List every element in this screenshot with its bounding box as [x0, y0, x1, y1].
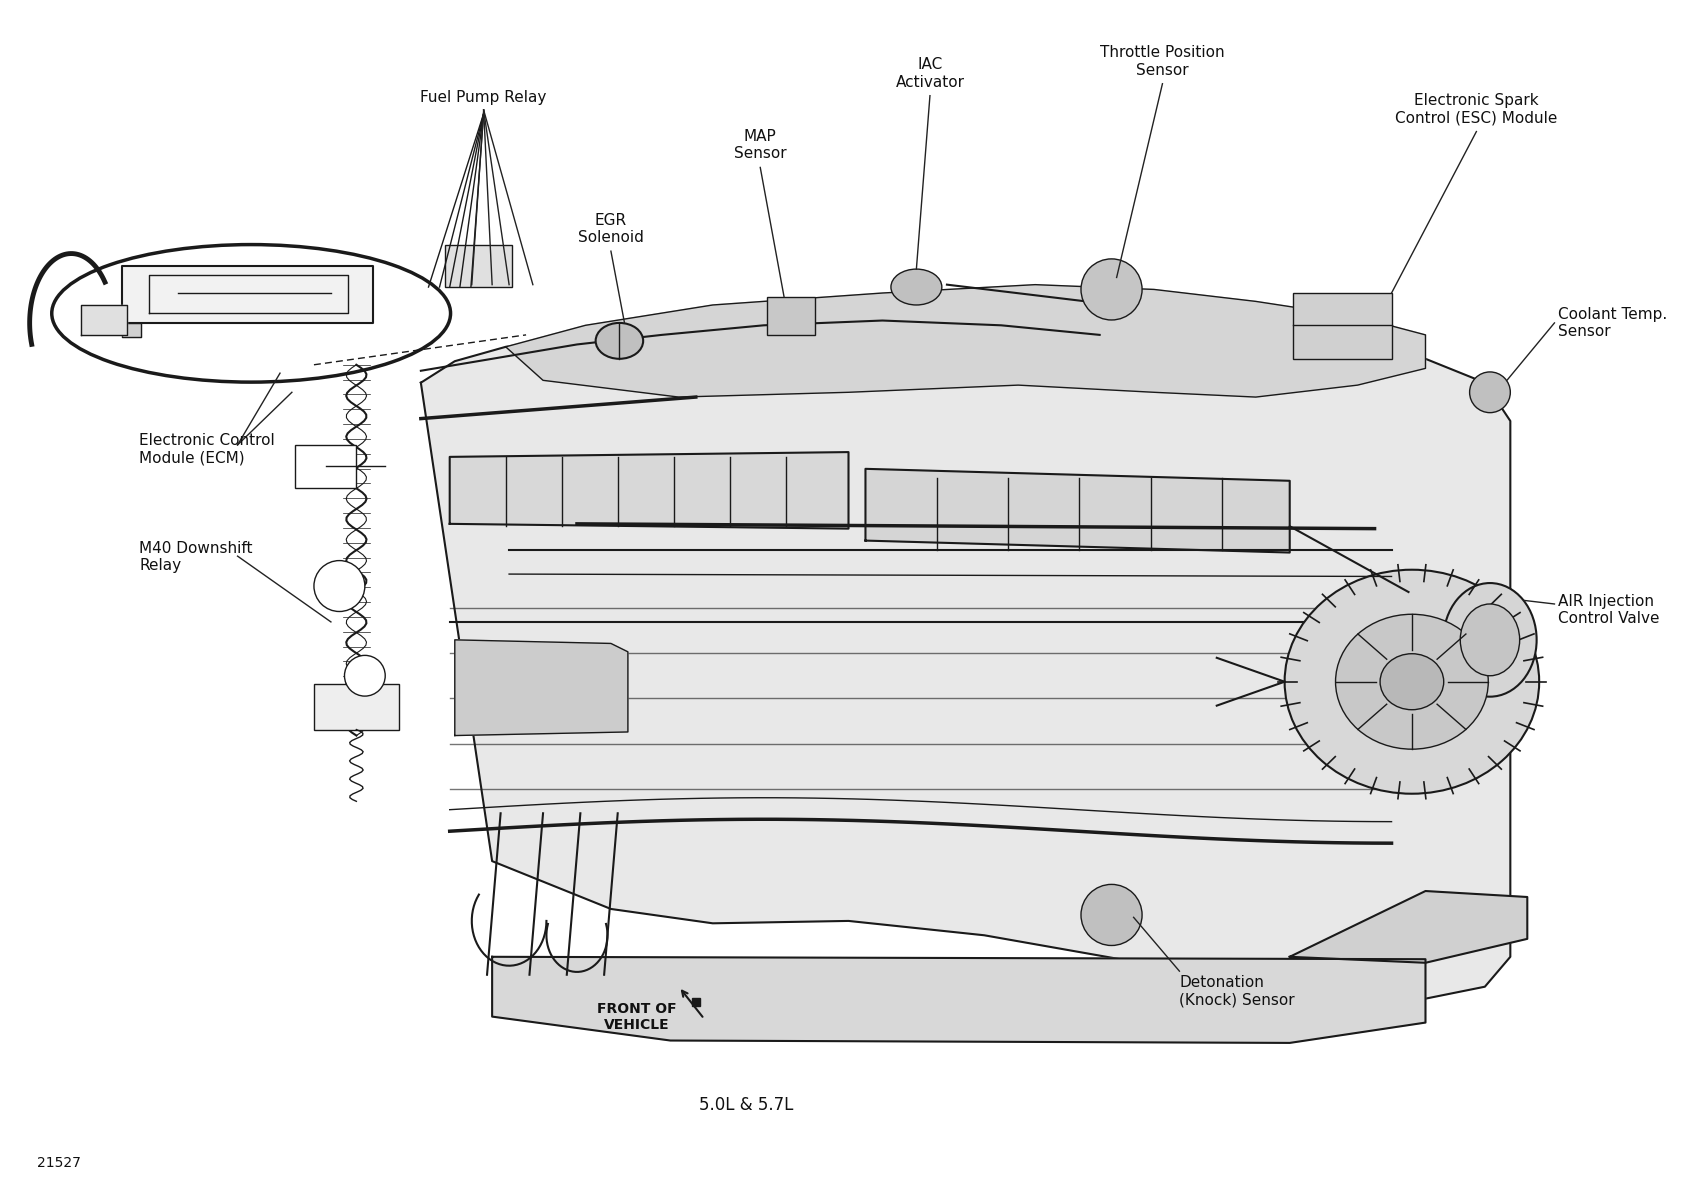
Polygon shape [421, 301, 1510, 999]
Polygon shape [122, 266, 373, 323]
Circle shape [1081, 884, 1142, 946]
Ellipse shape [596, 323, 643, 359]
Circle shape [1081, 258, 1142, 321]
Polygon shape [506, 285, 1425, 397]
Polygon shape [122, 323, 141, 337]
Text: FRONT OF
VEHICLE: FRONT OF VEHICLE [597, 1002, 675, 1032]
Text: Fuel Pump Relay: Fuel Pump Relay [421, 90, 546, 105]
Ellipse shape [1285, 569, 1539, 794]
Bar [1293, 293, 1392, 359]
Bar [767, 297, 815, 335]
Text: 5.0L & 5.7L: 5.0L & 5.7L [699, 1096, 794, 1115]
Bar [445, 245, 512, 287]
Polygon shape [865, 469, 1290, 553]
Polygon shape [455, 640, 628, 736]
Circle shape [344, 655, 385, 696]
Text: Electronic Control
Module (ECM): Electronic Control Module (ECM) [139, 433, 275, 465]
Ellipse shape [1380, 654, 1444, 709]
Text: Detonation
(Knock) Sensor: Detonation (Knock) Sensor [1179, 975, 1295, 1007]
Bar [295, 445, 356, 488]
Text: EGR
Solenoid: EGR Solenoid [579, 213, 643, 245]
Text: MAP
Sensor: MAP Sensor [733, 129, 787, 161]
Text: IAC
Activator: IAC Activator [896, 57, 964, 90]
Circle shape [314, 561, 365, 611]
Text: AIR Injection
Control Valve: AIR Injection Control Valve [1558, 593, 1660, 627]
Text: Coolant Temp.
Sensor: Coolant Temp. Sensor [1558, 306, 1666, 340]
Text: Electronic Spark
Control (ESC) Module: Electronic Spark Control (ESC) Module [1395, 93, 1558, 126]
Text: 21527: 21527 [37, 1155, 81, 1170]
Text: M40 Downshift
Relay: M40 Downshift Relay [139, 541, 253, 573]
Text: Throttle Position
Sensor: Throttle Position Sensor [1100, 45, 1225, 78]
Polygon shape [492, 957, 1425, 1043]
Polygon shape [1290, 891, 1527, 963]
Ellipse shape [1336, 615, 1488, 749]
Ellipse shape [891, 269, 942, 305]
Bar [314, 684, 399, 730]
Polygon shape [450, 452, 848, 529]
Ellipse shape [1442, 582, 1537, 696]
Circle shape [1470, 372, 1510, 413]
Ellipse shape [51, 245, 450, 383]
Polygon shape [81, 305, 127, 335]
Ellipse shape [1459, 604, 1521, 676]
